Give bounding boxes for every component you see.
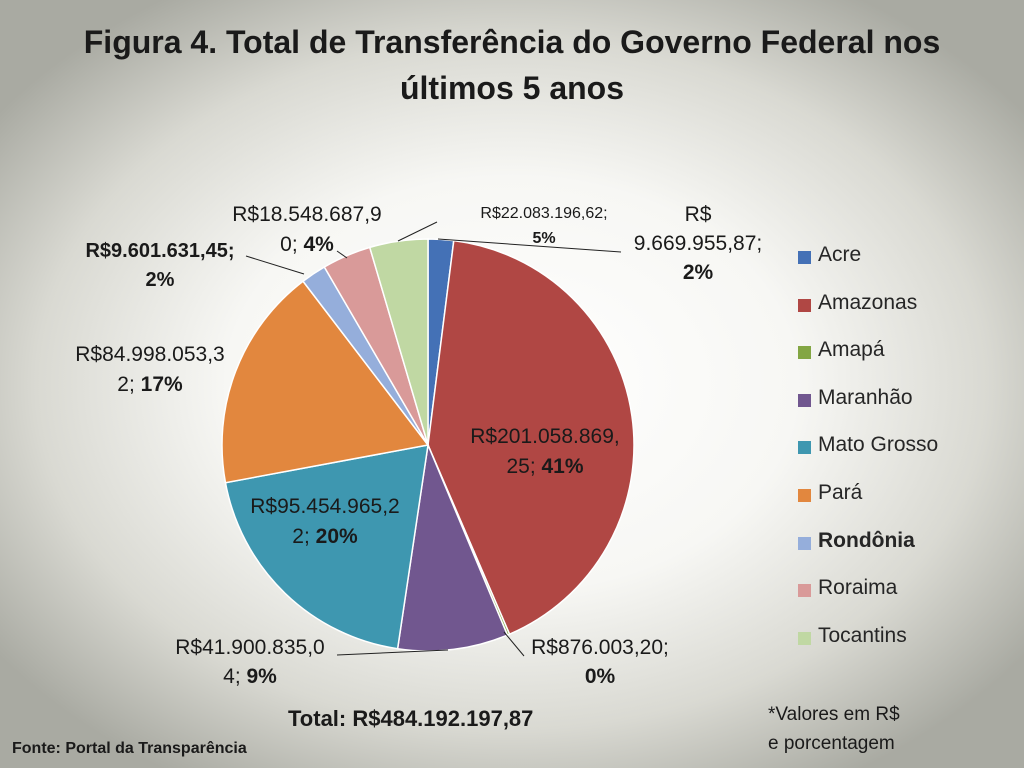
- data-label-roraima: R$18.548.687,9 0; 4%: [232, 203, 381, 256]
- pie-slice-para: [221, 280, 430, 484]
- legend-label: Amapá: [818, 338, 885, 362]
- legend-label: Roraima: [818, 576, 898, 600]
- data-label-para: R$84.998.053,3 2; 17%: [75, 343, 224, 396]
- legend-swatch: [798, 488, 811, 502]
- leader-line-tocantins: [397, 221, 438, 242]
- legend-swatch: [798, 346, 811, 360]
- legend-label: Amazonas: [818, 290, 918, 314]
- pie-slice-mato-grosso: [224, 444, 429, 650]
- data-label-amapa: R$876.003,20; 0%: [531, 636, 669, 688]
- values-note-line-2: e porcentagem: [768, 733, 895, 754]
- data-label-mato-grosso: R$95.454.965,2 2; 20%: [250, 495, 399, 548]
- total-label: Total: R$484.192.197,87: [288, 706, 534, 731]
- legend-swatch: [798, 441, 811, 455]
- leader-line-maranhao: [336, 649, 449, 656]
- pie-slice-maranhao: [396, 442, 509, 652]
- data-label-maranhao: R$41.900.835,0 4; 9%: [175, 636, 324, 688]
- data-label-acre: R$ 9.669.955,87; 2%: [634, 203, 762, 284]
- source-note: Fonte: Portal da Transparência: [12, 740, 247, 757]
- data-label-rondonia: R$9.601.631,45; 2%: [85, 240, 234, 291]
- legend-label: Rondônia: [818, 528, 915, 552]
- chart-title-line-2: últimos 5 anos: [399, 70, 625, 106]
- leader-line-acre: [437, 238, 622, 253]
- legend-swatch: [798, 298, 811, 312]
- legend-label: Acre: [818, 243, 862, 266]
- legend-swatch: [798, 251, 811, 264]
- legend-label: Tocantins: [818, 623, 907, 647]
- chart-title-line-1: Figura 4. Total de Transferência do Gove…: [83, 24, 941, 60]
- legend-swatch: [798, 536, 811, 550]
- leader-line-roraima: [336, 250, 348, 259]
- legend-swatch: [798, 393, 811, 407]
- leader-line-amapa: [503, 631, 525, 657]
- legend-label: Maranhão: [818, 385, 913, 409]
- values-note: *Valores em R$ e porcentagem: [768, 700, 900, 758]
- legend-swatch: [798, 584, 811, 598]
- legend-label: Mato Grosso: [818, 433, 939, 457]
- values-note-line-1: *Valores em R$: [768, 704, 900, 725]
- legend-swatch: [798, 631, 811, 645]
- legend-label: Pará: [818, 480, 863, 504]
- leader-line-rondonia: [245, 255, 305, 275]
- data-label-tocantins: R$22.083.196,62; 5%: [480, 205, 607, 247]
- pie-slice-amazonas: [427, 239, 635, 636]
- data-label-amazonas: R$201.058.869, 25; 41%: [470, 425, 619, 478]
